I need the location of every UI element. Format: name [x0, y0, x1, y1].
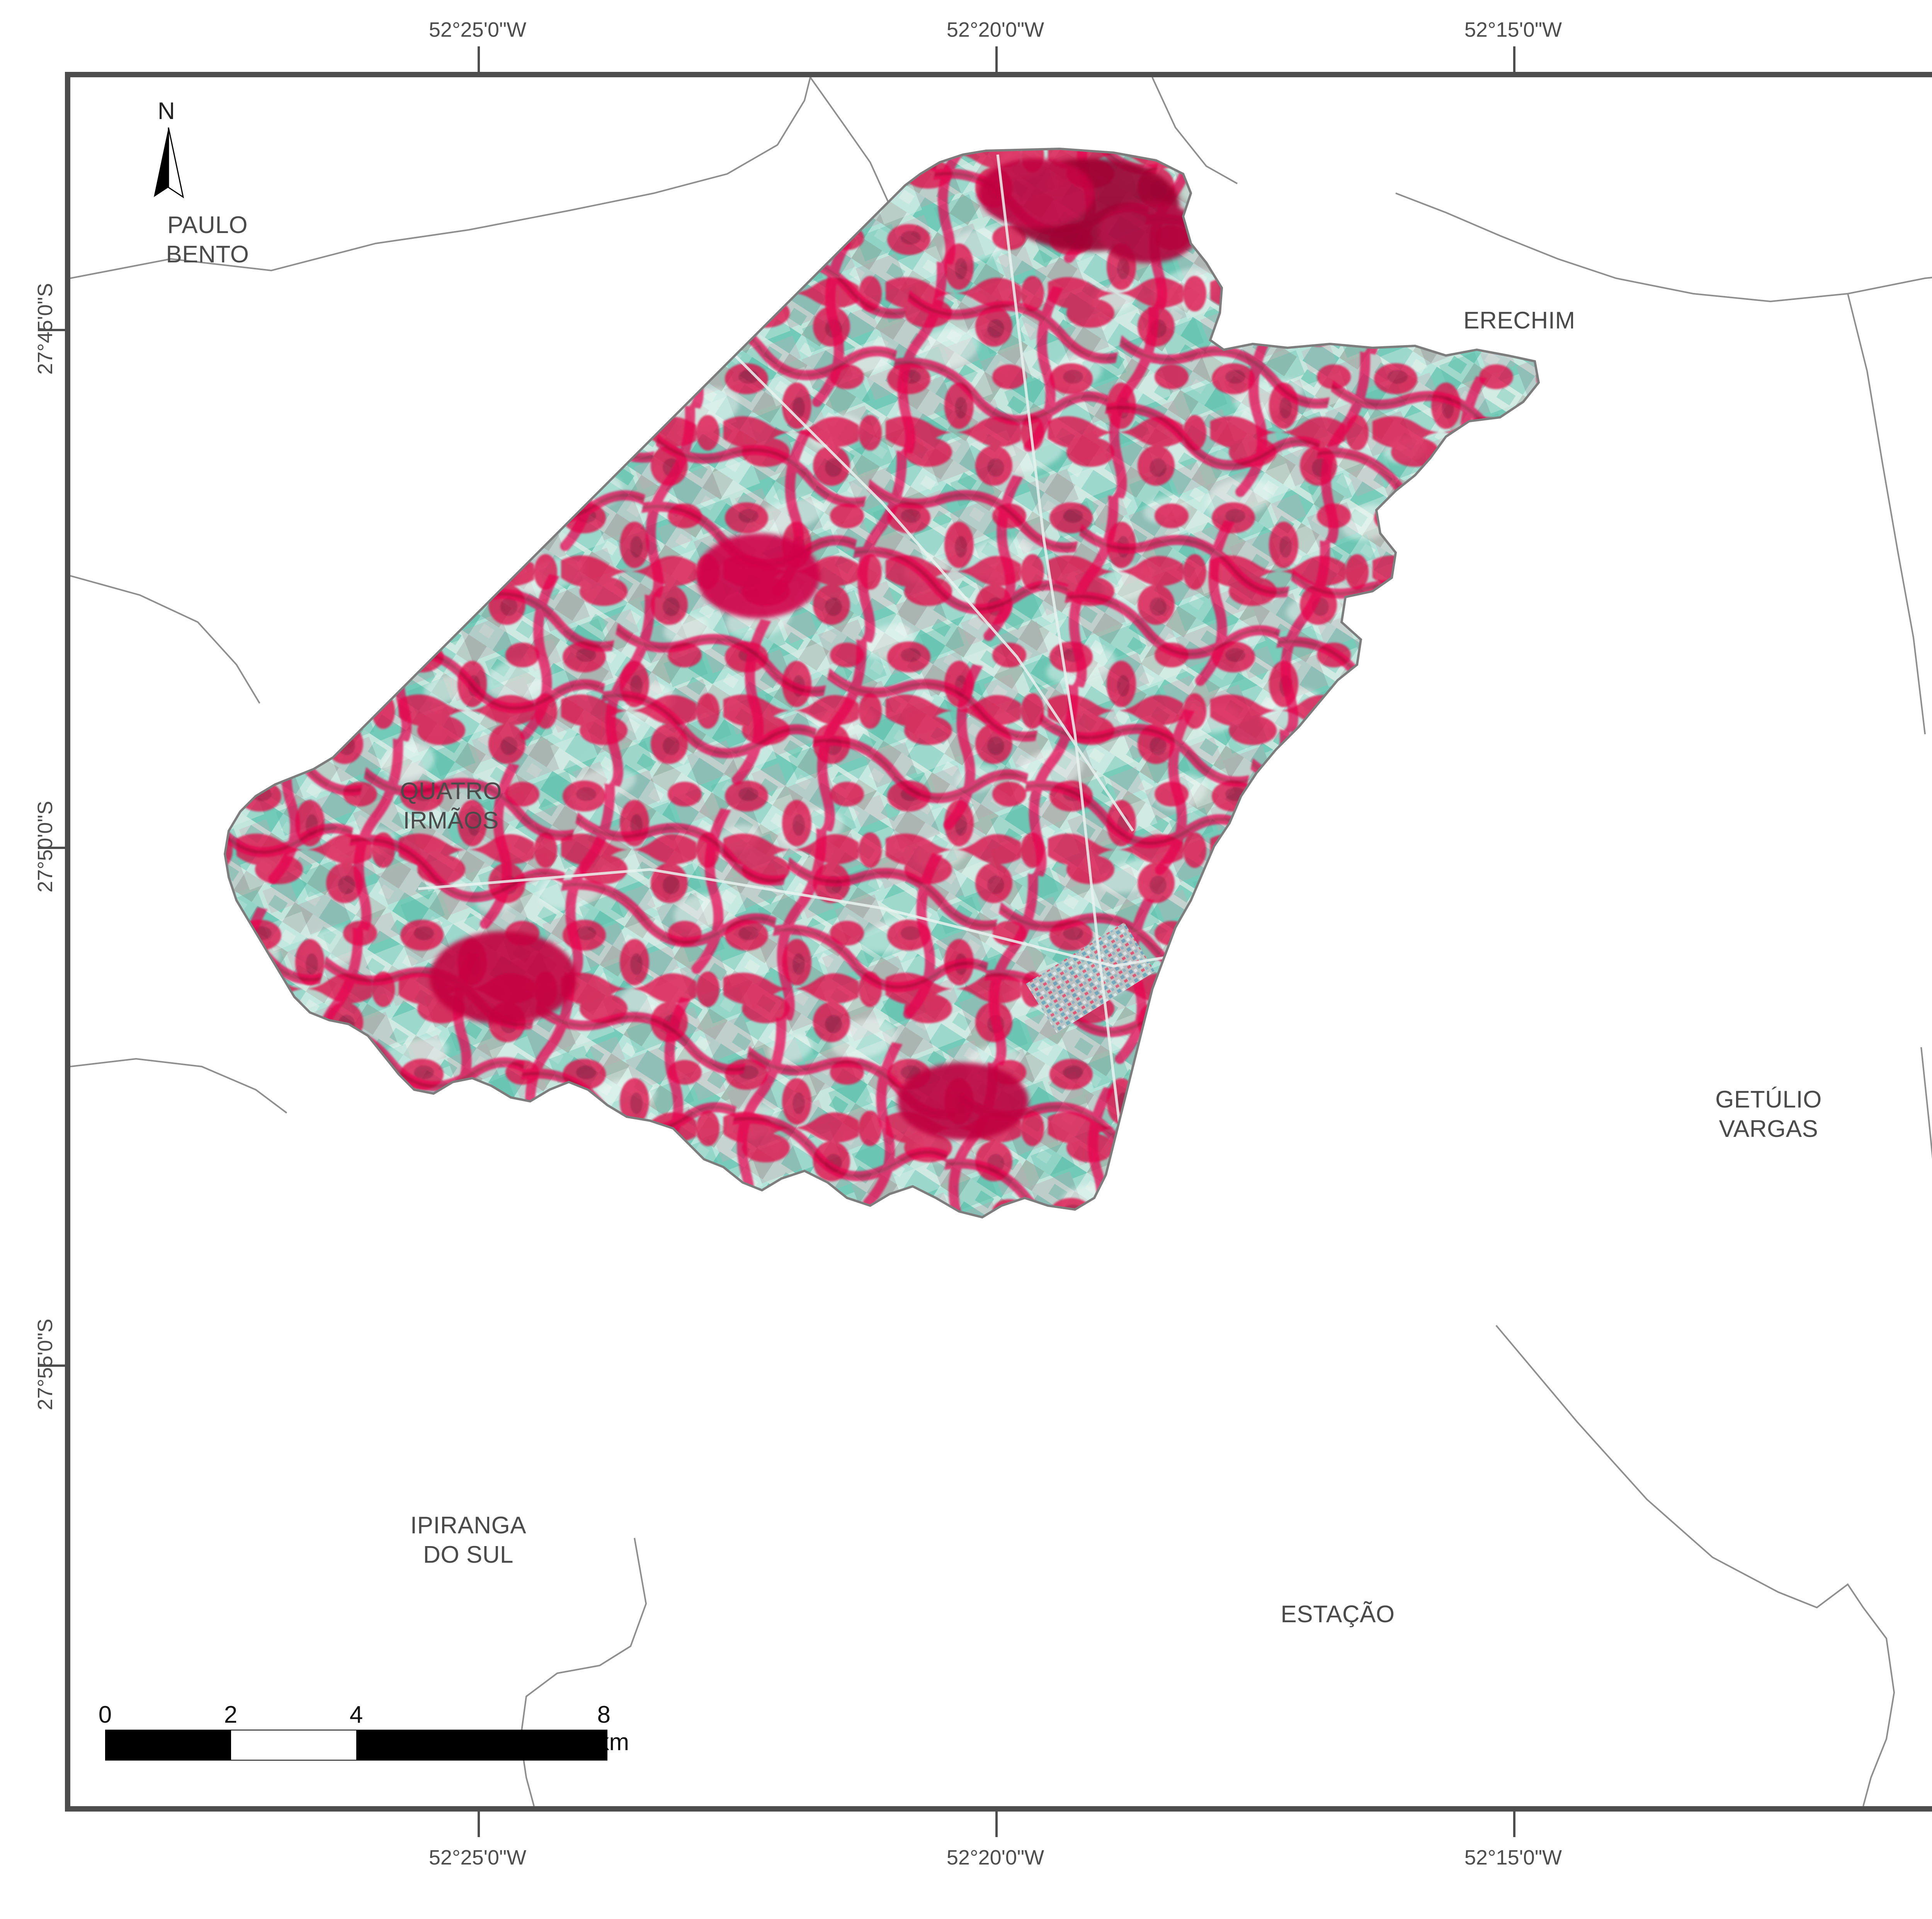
place-label-paulo-bento: PAULO BENTO	[166, 212, 249, 268]
lon-tick-mark-5	[995, 1810, 998, 1837]
place-label-getulio-vargas: GETÚLIO VARGAS	[1715, 1086, 1822, 1142]
lon-label-bottom-3: 52°15'0"W	[1464, 1846, 1562, 1869]
lat-tick-mark-2	[38, 847, 65, 849]
lon-label-bottom-1: 52°25'0"W	[429, 1846, 527, 1869]
municipality-satellite-mosaic	[223, 147, 1540, 1219]
scale-bar-graphic	[105, 1730, 607, 1761]
map-frame[interactable]: PAULO BENTO ERECHIM QUATRO IRMÃOS GETÚLI…	[65, 72, 1932, 1812]
north-arrow-label: N	[158, 98, 175, 124]
lon-label-top-1: 52°25'0"W	[429, 18, 527, 41]
place-label-estacao: ESTAÇÃO	[1281, 1601, 1395, 1628]
lon-tick-mark-3	[1513, 46, 1515, 73]
scale-bar-ticks: 0 2 4 8 km	[99, 1701, 629, 1756]
municipal-boundary-lines	[70, 77, 1932, 1806]
lat-tick-mark-1	[38, 329, 65, 331]
scale-bar-segment-white	[231, 1730, 356, 1760]
scale-tick-4: 4	[349, 1701, 363, 1728]
lat-label-1: 27°45'0"S	[34, 283, 57, 375]
lat-label-3: 27°55'0"S	[34, 1318, 57, 1410]
scale-bar: 0 2 4 8 km	[99, 1701, 629, 1761]
lon-label-bottom-2: 52°20'0"W	[946, 1846, 1044, 1869]
lon-tick-mark-6	[1513, 1810, 1515, 1837]
lon-tick-mark-2	[995, 46, 998, 73]
scale-tick-0: 0	[98, 1701, 112, 1728]
map-canvas[interactable]: PAULO BENTO ERECHIM QUATRO IRMÃOS GETÚLI…	[70, 77, 1932, 1806]
lon-label-top-2: 52°20'0"W	[946, 18, 1044, 41]
place-label-quatro-irmaos: QUATRO IRMÃOS	[400, 778, 502, 834]
lon-tick-mark-1	[478, 46, 480, 73]
lon-tick-mark-4	[478, 1810, 480, 1837]
scale-tick-2: 2	[224, 1701, 238, 1728]
place-label-erechim: ERECHIM	[1463, 307, 1575, 334]
lat-label-2: 27°50'0"S	[34, 801, 57, 893]
lon-label-top-3: 52°15'0"W	[1464, 18, 1562, 41]
north-arrow-icon: N	[146, 98, 204, 201]
lat-tick-mark-3	[38, 1364, 65, 1367]
place-label-ipiranga-do-sul: IPIRANGA DO SUL	[410, 1512, 527, 1568]
